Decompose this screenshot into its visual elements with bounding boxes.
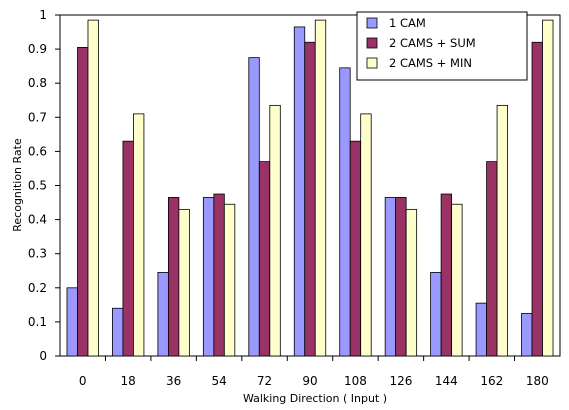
y-axis-title: Recognition Rate [11, 138, 24, 232]
y-tick-label: 0.3 [28, 247, 47, 261]
legend-label: 2 CAMS + MIN [389, 56, 472, 70]
x-axis-ticks: 0 18 36 54 72 90 108 126 144 162 180 [79, 356, 549, 388]
legend-swatch [366, 37, 378, 49]
bar-2-cams-sum-18 [122, 140, 134, 357]
bar-1-cam-18 [112, 307, 124, 357]
bar-1-cam-162 [475, 302, 487, 357]
bar-1-cam-144 [430, 272, 442, 357]
bar-2-cams-sum-0 [77, 46, 89, 357]
bar-2-cams-min-180 [542, 19, 554, 357]
x-axis-title: Walking Direction ( Input ) [243, 392, 387, 405]
legend-label: 2 CAMS + SUM [389, 36, 476, 50]
bar-1-cam-54 [202, 197, 215, 357]
x-tick-label: 72 [257, 374, 272, 388]
x-tick-label: 108 [344, 374, 367, 388]
x-tick-label: 162 [480, 374, 503, 388]
x-tick-label: 0 [79, 374, 87, 388]
legend: 1 CAM 2 CAMS + SUM 2 CAMS + MIN [356, 11, 528, 81]
bar-2-cams-min-90 [314, 19, 327, 357]
bar-2-cams-min-126 [405, 208, 418, 357]
bar-2-cams-sum-72 [258, 161, 271, 357]
bars-group [66, 19, 554, 357]
bar-2-cams-sum-54 [213, 193, 225, 357]
bar-1-cam-108 [339, 67, 351, 357]
x-tick-label: 18 [121, 374, 136, 388]
x-tick-label: 144 [435, 374, 458, 388]
bar-1-cam-72 [248, 57, 260, 357]
x-tick-label: 36 [166, 374, 181, 388]
bar-2-cams-sum-180 [531, 41, 543, 357]
y-tick-label: 0.6 [28, 144, 47, 158]
bar-2-cams-sum-90 [304, 41, 316, 357]
bar-2-cams-min-0 [87, 19, 99, 357]
legend-label: 1 CAM [389, 16, 426, 30]
bar-2-cams-sum-126 [395, 197, 407, 357]
bar-1-cam-180 [521, 312, 533, 357]
bar-1-cam-126 [384, 197, 397, 357]
y-tick-label: 0.4 [28, 213, 47, 227]
bar-2-cams-sum-36 [167, 197, 180, 357]
y-tick-label: 0.5 [28, 179, 47, 193]
bar-2-cams-sum-162 [486, 161, 498, 357]
legend-box [356, 11, 528, 81]
y-tick-label: 0.8 [28, 76, 47, 90]
bar-1-cam-0 [66, 287, 78, 357]
x-tick-label: 54 [211, 374, 226, 388]
legend-swatch [366, 57, 378, 69]
bar-1-cam-90 [293, 26, 306, 357]
bar-2-cams-min-18 [133, 113, 145, 357]
y-tick-label: 0.7 [28, 110, 47, 124]
y-tick-label: 1 [39, 8, 47, 22]
bar-2-cams-min-144 [451, 203, 463, 357]
y-tick-label: 0.2 [28, 281, 47, 295]
bar-2-cams-min-36 [178, 208, 190, 357]
y-tick-label: 0.9 [28, 42, 47, 56]
bar-2-cams-min-162 [496, 104, 508, 357]
legend-swatch [366, 17, 378, 29]
y-axis-ticks: 0 0.1 0.2 0.3 0.4 0.5 0.6 0.7 0.8 0.9 1 [28, 8, 60, 363]
y-tick-label: 0 [39, 349, 47, 363]
bar-2-cams-min-108 [360, 113, 372, 357]
bar-2-cams-min-72 [269, 104, 281, 357]
bar-2-cams-min-54 [223, 203, 236, 357]
x-tick-label: 90 [302, 374, 317, 388]
y-tick-label: 0.1 [28, 315, 47, 329]
bar-1-cam-36 [157, 272, 169, 357]
bar-2-cams-sum-108 [349, 140, 362, 357]
bar-2-cams-sum-144 [440, 193, 453, 357]
x-tick-label: 180 [526, 374, 549, 388]
x-tick-label: 126 [389, 374, 412, 388]
